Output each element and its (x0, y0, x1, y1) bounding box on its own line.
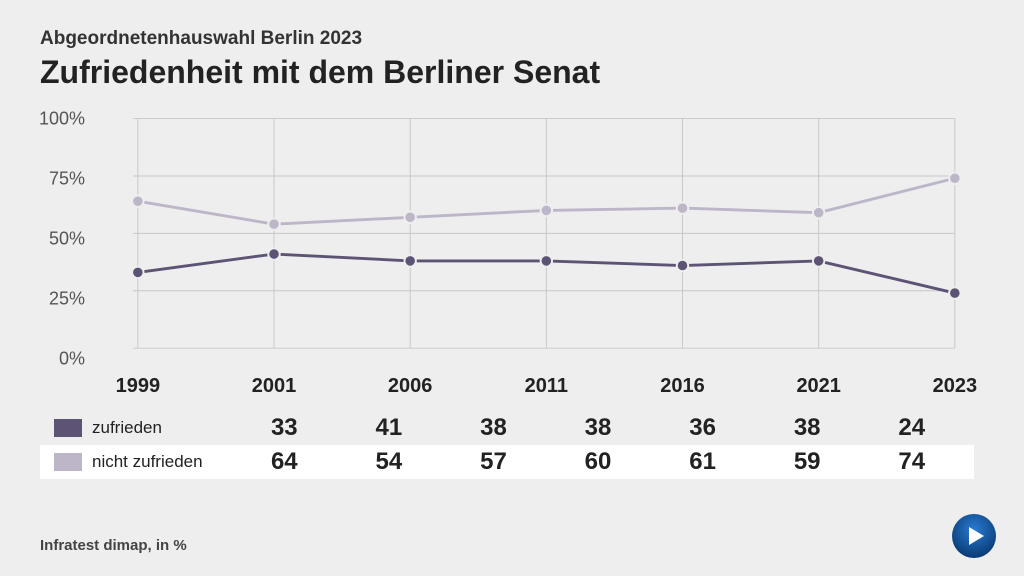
data-cell: 36 (650, 414, 755, 442)
y-tick-label: 100% (30, 109, 85, 130)
broadcaster-logo (952, 514, 996, 558)
data-cell: 74 (859, 448, 964, 476)
data-table: zufrieden33413838363824nicht zufrieden64… (40, 411, 974, 479)
legend-label: nicht zufrieden (92, 452, 232, 472)
legend-label: zufrieden (92, 418, 232, 438)
chart-subtitle: Abgeordnetenhauswahl Berlin 2023 (40, 28, 984, 50)
x-tick-label: 2021 (796, 375, 841, 398)
row-cells: 64545760615974 (232, 448, 964, 476)
data-cell: 38 (755, 414, 860, 442)
chart-title: Zufriedenheit mit dem Berliner Senat (40, 54, 984, 91)
data-cell: 54 (337, 448, 442, 476)
source-text: Infratest dimap, in % (40, 537, 187, 554)
y-tick-label: 75% (30, 169, 85, 190)
y-tick-label: 0% (30, 349, 85, 370)
x-tick-label: 2011 (525, 375, 568, 398)
play-circle-icon (952, 514, 996, 558)
x-tick-label: 2016 (660, 375, 705, 398)
data-cell: 38 (546, 414, 651, 442)
data-cell: 60 (546, 448, 651, 476)
table-row: zufrieden33413838363824 (40, 411, 974, 445)
data-cell: 57 (441, 448, 546, 476)
data-cell: 33 (232, 414, 337, 442)
x-tick-label: 2023 (933, 375, 978, 398)
x-tick-label: 1999 (116, 375, 161, 398)
data-cell: 41 (337, 414, 442, 442)
chart-container: Abgeordnetenhauswahl Berlin 2023 Zufried… (0, 0, 1024, 576)
chart-plot-area: 0%25%50%75%100% 199920012006201120162021… (90, 109, 974, 369)
data-cell: 64 (232, 448, 337, 476)
y-axis: 0% 25% 50% 75% 100% (30, 109, 85, 369)
legend-swatch (54, 453, 82, 471)
x-tick-label: 2001 (252, 375, 297, 398)
line-chart-svg (90, 109, 974, 358)
y-tick-label: 50% (30, 229, 85, 250)
x-tick-label: 2006 (388, 375, 433, 398)
y-tick-label: 25% (30, 289, 85, 310)
data-cell: 24 (859, 414, 964, 442)
table-row: nicht zufrieden64545760615974 (40, 445, 974, 479)
x-axis: 1999200120062011201620212023 (90, 375, 974, 399)
data-cell: 38 (441, 414, 546, 442)
legend-swatch (54, 419, 82, 437)
data-cell: 61 (650, 448, 755, 476)
row-cells: 33413838363824 (232, 414, 964, 442)
data-cell: 59 (755, 448, 860, 476)
